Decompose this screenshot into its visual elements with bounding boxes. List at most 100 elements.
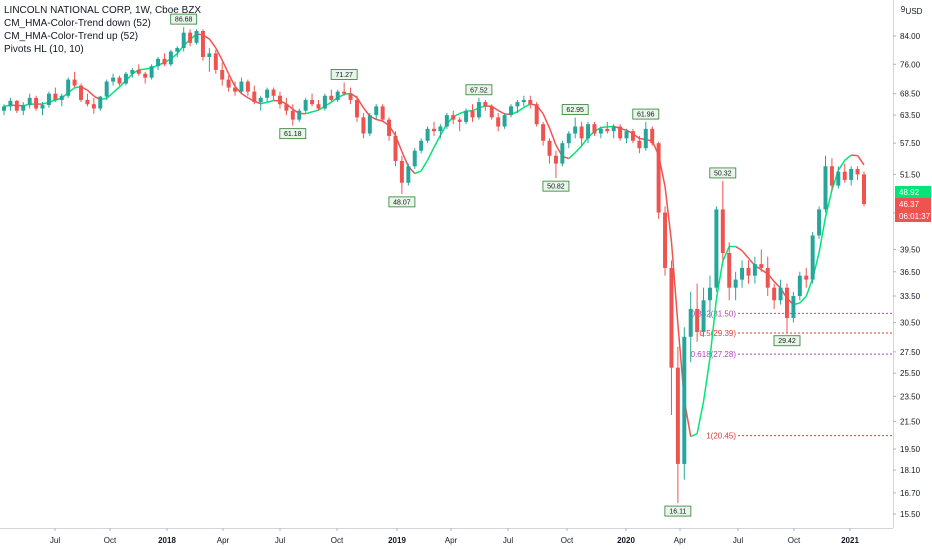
candle-body — [149, 66, 154, 78]
price-tick-label: 23.50 — [900, 392, 921, 401]
candle-body — [226, 79, 231, 88]
candle-body — [688, 308, 693, 337]
price-tick-label: 36.50 — [900, 268, 921, 277]
hma-up-segment — [523, 103, 531, 109]
price-tick-label: 63.50 — [900, 111, 921, 120]
hma-up-segment — [574, 145, 583, 154]
candle-body — [213, 53, 218, 70]
candle-body — [842, 171, 847, 180]
pivot-box — [561, 104, 589, 115]
candle-body — [470, 110, 475, 118]
pivot-box — [773, 335, 801, 347]
hma-up-segment — [709, 299, 718, 359]
candle-body — [534, 104, 539, 125]
candle-body — [682, 336, 687, 464]
candle-body — [675, 367, 680, 464]
candle-body — [804, 275, 809, 280]
legend: LINCOLN NATIONAL CORP, 1W, Cboe BZX CM_H… — [4, 4, 201, 56]
indicator-pivots[interactable]: Pivots HL (10, 10) — [4, 44, 84, 55]
time-axis[interactable]: Jul Oct 2018 Apr Jul Oct 2019 Apr Jul Oct 2020 Apr J… — [50, 528, 860, 545]
time-tick-label: Jul — [50, 536, 60, 545]
hma-up-segment — [818, 217, 827, 253]
candle-body — [509, 106, 514, 116]
price-tick-label: 84.00 — [900, 32, 921, 41]
candle-body — [817, 209, 822, 236]
candle-body — [316, 104, 321, 109]
candle-body — [322, 95, 327, 109]
candle-body — [496, 117, 501, 127]
hma-up-segment — [106, 92, 114, 99]
fib-label: 0.382(31.50) — [691, 309, 737, 318]
candle-body — [59, 95, 64, 100]
hma-up-segment — [311, 109, 319, 113]
price-tick-label: 57.50 — [900, 139, 921, 148]
hma-up-segment — [837, 159, 846, 171]
candle-body — [98, 96, 103, 109]
candle-body — [399, 160, 404, 183]
pivot-label: 62.95 — [566, 107, 584, 114]
candle-body — [265, 89, 270, 98]
scale-menu-icon[interactable]: 9 — [901, 5, 906, 14]
price-tick-label: 76.00 — [900, 60, 921, 69]
candle-body — [483, 102, 488, 107]
pivot-label: 86.68 — [175, 17, 193, 24]
candle-body — [855, 168, 860, 175]
candle-body — [791, 296, 796, 318]
hma-down-segment — [86, 89, 95, 97]
hma-down-segment — [773, 280, 782, 289]
candle-body — [733, 279, 738, 288]
candle-body — [823, 166, 828, 210]
candle-body — [624, 131, 629, 139]
candle-body — [245, 81, 250, 92]
price-tick-label: 39.50 — [900, 245, 921, 254]
symbol-title[interactable]: LINCOLN NATIONAL CORP, 1W, Cboe BZX — [4, 5, 202, 16]
candle-body — [380, 106, 385, 120]
candle-body — [740, 267, 745, 280]
indicator-hma-up[interactable]: CM_HMA-Color-Trend up (52) — [4, 31, 139, 42]
candle-body — [663, 212, 668, 268]
price-tick-label: 18.10 — [900, 466, 921, 475]
candle-body — [277, 95, 282, 105]
candle-body — [354, 99, 359, 118]
candle-body — [123, 73, 128, 84]
time-tick-label: Oct — [331, 536, 344, 545]
price-badge-label: 48.92 — [899, 188, 920, 197]
candle-body — [136, 69, 141, 74]
candle-body — [547, 140, 552, 156]
candle-body — [233, 87, 238, 92]
candle-body — [444, 115, 449, 127]
time-tick-label: 2021 — [841, 536, 859, 545]
candle-body — [297, 110, 302, 120]
candle-body — [40, 105, 45, 109]
candle-body — [637, 140, 642, 149]
hma-down-segment — [741, 250, 750, 259]
hma-down-segment — [362, 107, 371, 117]
hma-up-segment — [426, 147, 435, 161]
candle-body — [643, 128, 648, 149]
candle-body — [784, 287, 789, 318]
price-axis[interactable]: 84.0076.0068.5063.5057.5051.5044.9439.50… — [893, 32, 921, 519]
candle-body — [175, 48, 180, 52]
hma-up-segment — [600, 126, 608, 129]
candle-body — [79, 85, 84, 100]
hma-up-segment — [433, 134, 442, 148]
candle-body — [566, 133, 571, 144]
candle-body — [72, 79, 77, 86]
pivot-box — [709, 167, 737, 179]
candle-body — [669, 267, 674, 368]
candle-body — [387, 119, 392, 136]
indicator-hma-down[interactable]: CM_HMA-Color-Trend down (52) — [4, 18, 151, 29]
candle-body — [85, 99, 90, 105]
candles — [2, 27, 866, 504]
time-tick-label: Jul — [733, 536, 743, 545]
candle-body — [329, 95, 334, 100]
currency-label[interactable]: USD — [906, 7, 923, 16]
pivot-label: 61.18 — [284, 131, 302, 138]
candle-body — [579, 126, 584, 139]
candle-body — [489, 106, 494, 118]
price-tick-label: 21.50 — [900, 417, 921, 426]
hma-up-segment — [305, 111, 313, 115]
time-tick-label: Oct — [788, 536, 801, 545]
time-tick-label: 2018 — [158, 536, 176, 545]
